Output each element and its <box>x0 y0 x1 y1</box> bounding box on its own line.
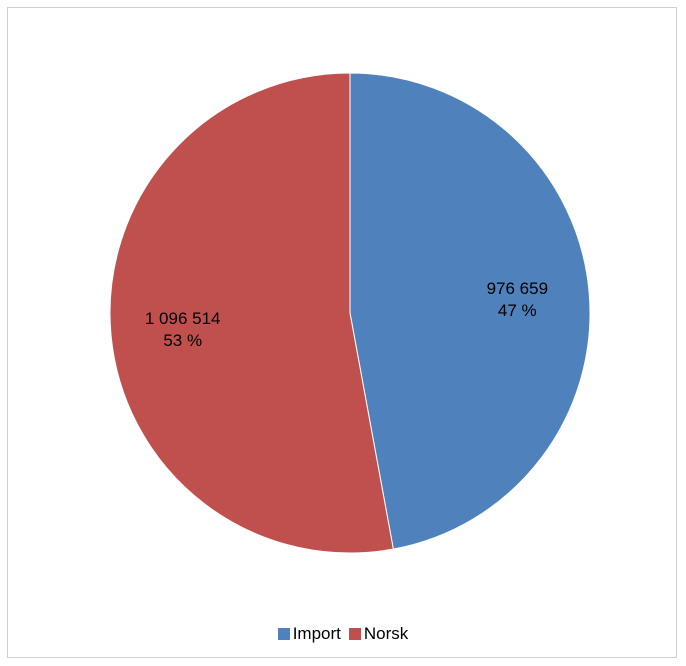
legend: Import Norsk <box>0 624 686 644</box>
legend-swatch-norsk <box>348 628 361 640</box>
pie-slice-import <box>349 72 591 550</box>
data-label-value-norsk: 1 096 514 <box>145 309 221 328</box>
legend-label-norsk: Norsk <box>363 624 409 643</box>
pie-data-labels: 976 659 47 % 1 096 514 53 % <box>145 279 548 350</box>
legend-swatch-import <box>277 628 290 640</box>
legend-item-import: Import <box>277 624 341 644</box>
pie-slices <box>109 72 591 554</box>
pie-slice-norsk <box>109 72 394 554</box>
data-label-percent-import: 47 % <box>498 301 537 320</box>
data-label-value-import: 976 659 <box>487 279 548 298</box>
data-label-percent-norsk: 53 % <box>163 331 202 350</box>
legend-item-norsk: Norsk <box>348 624 409 644</box>
legend-label-import: Import <box>292 624 341 643</box>
